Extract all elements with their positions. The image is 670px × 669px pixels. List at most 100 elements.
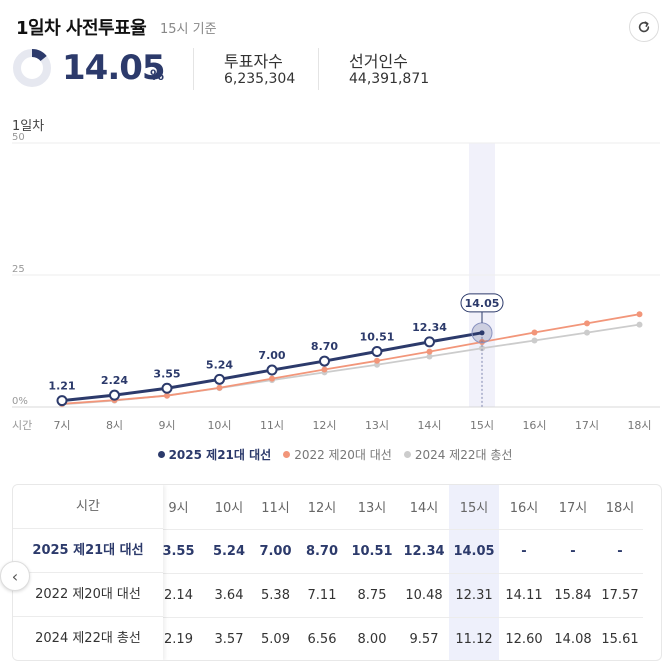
- table-row-label: 2025 제21대 대선: [13, 529, 163, 573]
- turnout-unit: %: [150, 68, 165, 84]
- legend-item[interactable]: 2022 제20대 대선: [283, 446, 392, 463]
- table-cell: 14.11: [499, 573, 549, 618]
- table-column-header: 17시: [549, 485, 597, 530]
- legend-swatch: [157, 451, 165, 458]
- data-label: 10.51: [360, 331, 395, 344]
- table-cell: 5.09: [261, 631, 290, 647]
- table-cell: 17.57: [597, 573, 643, 618]
- table-cell: 3.57: [214, 631, 244, 647]
- data-point: [164, 392, 170, 399]
- refresh-button[interactable]: [629, 12, 659, 42]
- x-tick-label: 9시: [158, 419, 175, 432]
- table-cell: 7.00: [252, 529, 299, 574]
- table-cell: 3.64: [206, 573, 252, 618]
- data-label: 8.70: [311, 340, 338, 353]
- table-row: 2.14 3.64 5.38 7.11 8.75 10.48 12.31 14.11 15.84…: [151, 573, 643, 618]
- data-point: [371, 346, 383, 358]
- table-row: 2.19 3.57 5.09 6.56 8.00 9.57 11.12 12.60 14.08 1…: [151, 617, 643, 660]
- table-cell: 9.57: [409, 631, 439, 647]
- divider: [318, 48, 319, 90]
- data-label: 1.21: [48, 380, 75, 393]
- table-cell: -: [549, 529, 597, 574]
- series-line: [61, 313, 640, 405]
- data-point: [584, 329, 590, 336]
- turnout-rate: 14.05: [62, 48, 166, 88]
- data-point: [216, 384, 223, 391]
- x-tick-label: 7시: [53, 419, 70, 432]
- data-point: [636, 311, 643, 318]
- scroll-left-button[interactable]: ‹: [0, 561, 30, 591]
- table-cell: 12.31: [449, 573, 499, 618]
- electorate-label: 선거인수: [349, 52, 408, 71]
- table-cell: 12.34: [399, 529, 449, 574]
- data-point: [321, 366, 328, 373]
- data-point: [479, 345, 485, 352]
- table-cell: 5.38: [252, 573, 299, 618]
- callout-label: 14.05: [465, 297, 500, 310]
- data-point: [56, 395, 68, 407]
- divider: [193, 48, 194, 90]
- table-column-header: 14시: [399, 485, 449, 530]
- table-cell: 2.19: [164, 631, 193, 647]
- table-cell: 11.12: [449, 617, 499, 660]
- x-tick-label: 8시: [106, 419, 123, 432]
- table-column-header: 18시: [597, 485, 643, 530]
- legend-item[interactable]: 2025 제21대 대선: [157, 446, 272, 463]
- table-column-header: 11시: [252, 485, 299, 530]
- callout-bubble: [460, 293, 504, 313]
- table-cell: 14.05: [449, 529, 499, 574]
- data-point: [426, 353, 433, 360]
- x-tick-label: 17시: [575, 419, 599, 432]
- table-cell: 8.70: [299, 529, 345, 574]
- x-axis-prefix: 시간: [12, 419, 32, 432]
- voters-label: 투표자수: [224, 52, 283, 71]
- table-cell: 14.08: [554, 631, 592, 647]
- x-tick-label: 16시: [522, 419, 546, 432]
- legend-label: 2022 제20대 대선: [294, 448, 392, 462]
- page-title: 1일차 사전투표율: [16, 18, 147, 39]
- turnout-table[interactable]: 9시 10시 11시 12시 13시 14시 15시 16시 17시 18시 3.55 5.24 7.…: [12, 484, 662, 661]
- turnout-line-chart: 0% 25 50 시간 7시 8시 9시 10시 11시 12시 13시 14시 15시 16시 17시 18…: [12, 132, 660, 432]
- y-tick-label: 0%: [12, 396, 28, 407]
- legend-swatch: [283, 451, 291, 458]
- table-column-header: 10시: [206, 485, 252, 530]
- table-row: 3.55 5.24 7.00 8.70 10.51 12.34 14.05- - -: [151, 529, 643, 574]
- data-label: 5.24: [206, 358, 233, 371]
- data-point: [161, 382, 173, 394]
- data-label: 2.24: [101, 374, 128, 387]
- donut-progress-icon: [13, 49, 51, 87]
- data-point: [319, 355, 330, 367]
- electorate-value: 44,391,871: [349, 71, 430, 87]
- voters-value: 6,235,304: [224, 71, 296, 87]
- table-row-label: 2024 제22대 총선: [35, 631, 141, 646]
- table-cell: 10.48: [399, 573, 449, 618]
- reference-time: 15시 기준: [160, 22, 217, 37]
- table-column-header: 15시: [449, 485, 499, 530]
- data-point: [584, 320, 590, 327]
- table-cell: 15.84: [549, 573, 597, 618]
- x-tick-label: 13시: [365, 419, 389, 432]
- data-label: 12.34: [412, 321, 447, 334]
- legend-swatch: [403, 451, 411, 458]
- legend-label: 2024 제22대 총선: [414, 448, 513, 462]
- table-header-label: 시간: [13, 485, 163, 529]
- table-column-header: 12시: [299, 485, 345, 530]
- legend-label: 2025 제21대 대선: [168, 448, 272, 462]
- table-column-header: 13시: [345, 485, 399, 530]
- data-point: [109, 389, 120, 401]
- chart-caption: 1일차: [12, 119, 45, 134]
- y-tick-label: 25: [12, 264, 25, 275]
- table-cell: 15.61: [601, 631, 639, 647]
- legend-item[interactable]: 2024 제22대 총선: [403, 446, 513, 463]
- data-point: [214, 373, 225, 385]
- chart-legend: 2025 제21대 대선 2022 제20대 대선 2024 제22대 총선: [0, 446, 670, 463]
- table-cell: -: [597, 529, 643, 574]
- data-point: [269, 375, 275, 382]
- table-cell: 5.24: [206, 529, 252, 574]
- y-tick-label: 50: [12, 132, 25, 143]
- table-cell: 12.60: [505, 631, 543, 647]
- table-cell: 7.11: [299, 573, 345, 618]
- x-tick-label: 12시: [312, 419, 336, 432]
- data-point: [636, 321, 643, 328]
- refresh-icon: [638, 21, 650, 33]
